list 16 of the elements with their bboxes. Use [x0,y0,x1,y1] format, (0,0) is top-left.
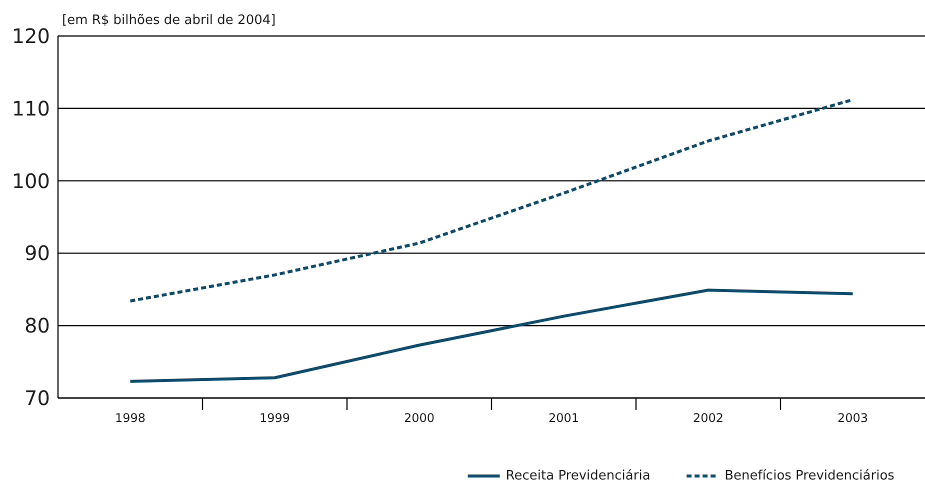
line-series [128,288,854,383]
x-tick-label: 1999 [259,411,290,425]
y-tick-label: 120 [12,24,50,48]
y-axis-title: [em R$ bilhões de abril de 2004] [62,13,276,28]
y-tick-label: 80 [24,314,50,338]
x-tick-label: 2001 [548,411,580,425]
x-tick-label: 2003 [837,411,868,425]
y-tick-label: 90 [24,241,50,266]
x-tick-label: 2000 [404,411,435,425]
y-tick-label: 100 [12,168,50,193]
legend-label: Receita Previdenciária [506,468,650,484]
y-tick-label: 110 [12,96,50,120]
x-tick-label: 1998 [114,411,146,425]
y-tick-label: 70 [24,386,50,410]
x-tick-label: 2002 [692,411,724,425]
legend-label: Benefícios Previdenciários [724,468,895,484]
